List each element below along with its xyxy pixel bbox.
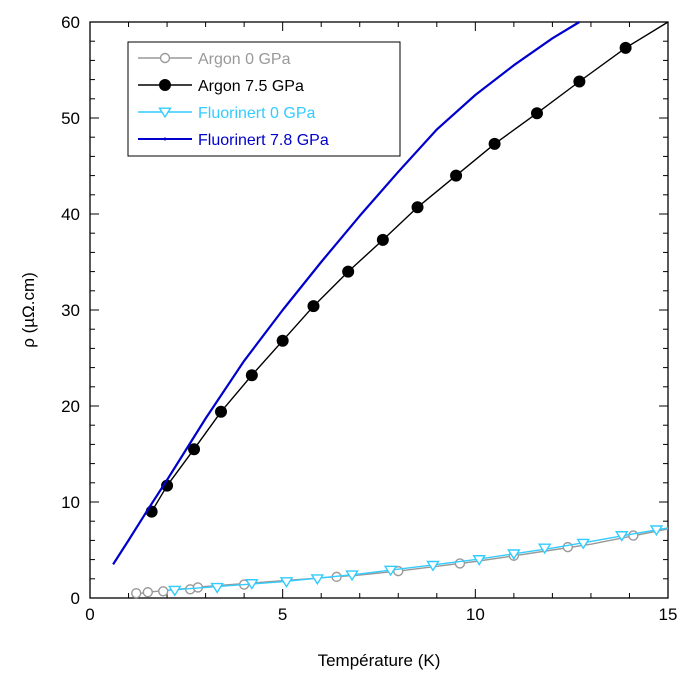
- data-point: [159, 52, 171, 64]
- legend-label: Argon 7.5 GPa: [198, 78, 304, 95]
- y-tick-label: 60: [61, 13, 80, 32]
- data-point: [411, 201, 424, 214]
- data-point: [245, 579, 259, 590]
- legend: Argon 0 GPa Argon 7.5 GPa Fluorinert 0 GPa…: [127, 41, 401, 157]
- data-point: [159, 79, 171, 91]
- legend-entry: Fluorinert 0 GPa: [138, 105, 315, 122]
- data-point: [131, 588, 142, 599]
- data-point: [210, 582, 224, 594]
- legend-label: Fluorinert 7.8 GPa: [198, 132, 329, 149]
- data-point: [310, 574, 325, 586]
- legend-entry: Fluorinert 7.8 GPa: [138, 132, 329, 149]
- data-point: [168, 585, 182, 597]
- series-2: [145, 21, 669, 518]
- y-tick-label: 10: [61, 493, 80, 512]
- data-point: [276, 334, 289, 347]
- data-point: [507, 549, 521, 561]
- data-point: [279, 577, 294, 588]
- y-tick-label: 30: [61, 301, 80, 320]
- data-point: [307, 300, 320, 313]
- legend-label: Fluorinert 0 GPa: [198, 105, 315, 122]
- data-point: [383, 565, 398, 577]
- data-point: [188, 443, 201, 456]
- data-point: [158, 586, 169, 597]
- y-tick-label: 0: [71, 589, 80, 608]
- y-tick-label: 50: [61, 109, 80, 128]
- data-point: [454, 558, 466, 569]
- x-tick-label: 0: [85, 605, 94, 624]
- data-point: [562, 541, 574, 553]
- data-point: [215, 405, 228, 418]
- data-point: [245, 369, 258, 382]
- data-point: [537, 543, 552, 555]
- y-axis-title: ρ (µΩ.cm): [19, 272, 38, 348]
- data-point: [576, 538, 590, 550]
- series-4: [112, 21, 580, 565]
- data-point: [158, 107, 172, 119]
- legend-box: [127, 41, 401, 157]
- legend-entry: Argon 0 GPa: [138, 51, 291, 68]
- data-point: [342, 265, 355, 278]
- x-tick-label: 10: [466, 605, 485, 624]
- axes: 0 5 10 15 0 10 20 30 40 50 60: [61, 13, 677, 624]
- data-point: [530, 107, 543, 120]
- data-point: [345, 570, 359, 582]
- data-point: [426, 560, 440, 572]
- series-line: [151, 21, 669, 512]
- data-point: [573, 75, 586, 88]
- series-layer: [112, 21, 669, 599]
- data-point: [488, 137, 501, 150]
- series-3: [167, 525, 669, 597]
- data-point: [163, 137, 167, 141]
- legend-entry: Argon 7.5 GPa: [138, 78, 304, 95]
- data-point: [450, 169, 463, 182]
- data-point: [619, 41, 632, 54]
- data-point: [649, 525, 664, 537]
- data-point: [142, 587, 154, 598]
- data-point: [614, 531, 629, 542]
- data-point: [376, 233, 389, 246]
- y-tick-label: 40: [61, 205, 80, 224]
- data-point: [472, 555, 486, 566]
- x-axis-title: Température (K): [318, 651, 441, 670]
- x-tick-label: 5: [278, 605, 287, 624]
- series-line: [112, 21, 580, 565]
- x-tick-label: 15: [659, 605, 678, 624]
- legend-label: Argon 0 GPa: [198, 51, 291, 68]
- y-tick-label: 20: [61, 397, 80, 416]
- data-point: [628, 530, 639, 541]
